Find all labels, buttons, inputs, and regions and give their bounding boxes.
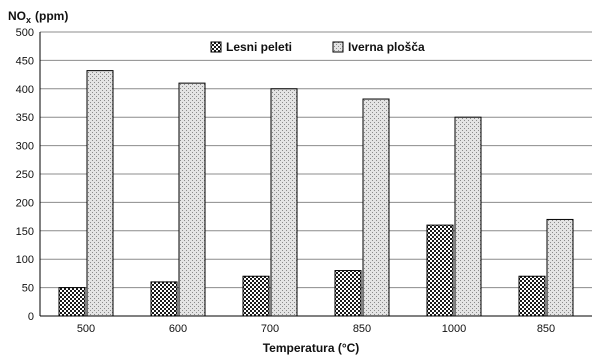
x-tick-labels: 500 600 700 850 1000 850 <box>77 323 555 335</box>
y-tick-label: 300 <box>16 141 34 153</box>
x-tick-label: 500 <box>77 323 95 335</box>
y-tick-label: 100 <box>16 254 34 266</box>
y-tick-label: 150 <box>16 226 34 238</box>
bars <box>58 70 574 317</box>
y-axis-title: NOx (ppm) <box>8 9 68 25</box>
y-tick-label: 350 <box>16 112 34 124</box>
axes <box>39 32 592 317</box>
y-tick-label: 250 <box>16 169 34 181</box>
x-tick-label: 700 <box>261 323 279 335</box>
bar-lesni-peleti <box>242 275 270 317</box>
bar-lesni-peleti <box>334 270 362 317</box>
legend-swatch-iverna-plosca <box>332 41 344 53</box>
bar-iverna-plosca <box>454 116 482 317</box>
legend-label-lesni-peleti: Lesni peleti <box>226 40 292 54</box>
bar-lesni-peleti <box>426 224 454 317</box>
bar-lesni-peleti <box>150 281 178 317</box>
y-tick-label: 200 <box>16 197 34 209</box>
y-tick-label: 50 <box>22 283 34 295</box>
bar-iverna-plosca <box>362 98 390 317</box>
y-tick-labels: 0 50 100 150 200 250 300 350 400 450 500 <box>16 27 34 323</box>
y-tick-label: 400 <box>16 84 34 96</box>
bar-iverna-plosca <box>546 218 574 317</box>
x-tick-label: 1000 <box>442 323 466 335</box>
x-tick-label: 850 <box>353 323 371 335</box>
y-tick-label: 500 <box>16 27 34 39</box>
bar-lesni-peleti <box>518 275 546 317</box>
x-tick-label: 600 <box>169 323 187 335</box>
y-tick-label: 0 <box>28 311 34 323</box>
legend: Lesni peleti Iverna plošča <box>210 40 425 54</box>
legend-swatch-lesni-peleti <box>210 41 222 53</box>
bar-iverna-plosca <box>178 82 206 317</box>
bar-iverna-plosca <box>86 70 114 317</box>
legend-label-iverna-plosca: Iverna plošča <box>348 40 425 54</box>
x-tick-label: 850 <box>537 323 555 335</box>
bar-lesni-peleti <box>58 287 86 317</box>
y-tick-label: 450 <box>16 55 34 67</box>
x-axis-title: Temperatura (°C) <box>263 341 360 355</box>
gridlines <box>40 31 592 289</box>
bar-iverna-plosca <box>270 88 298 317</box>
